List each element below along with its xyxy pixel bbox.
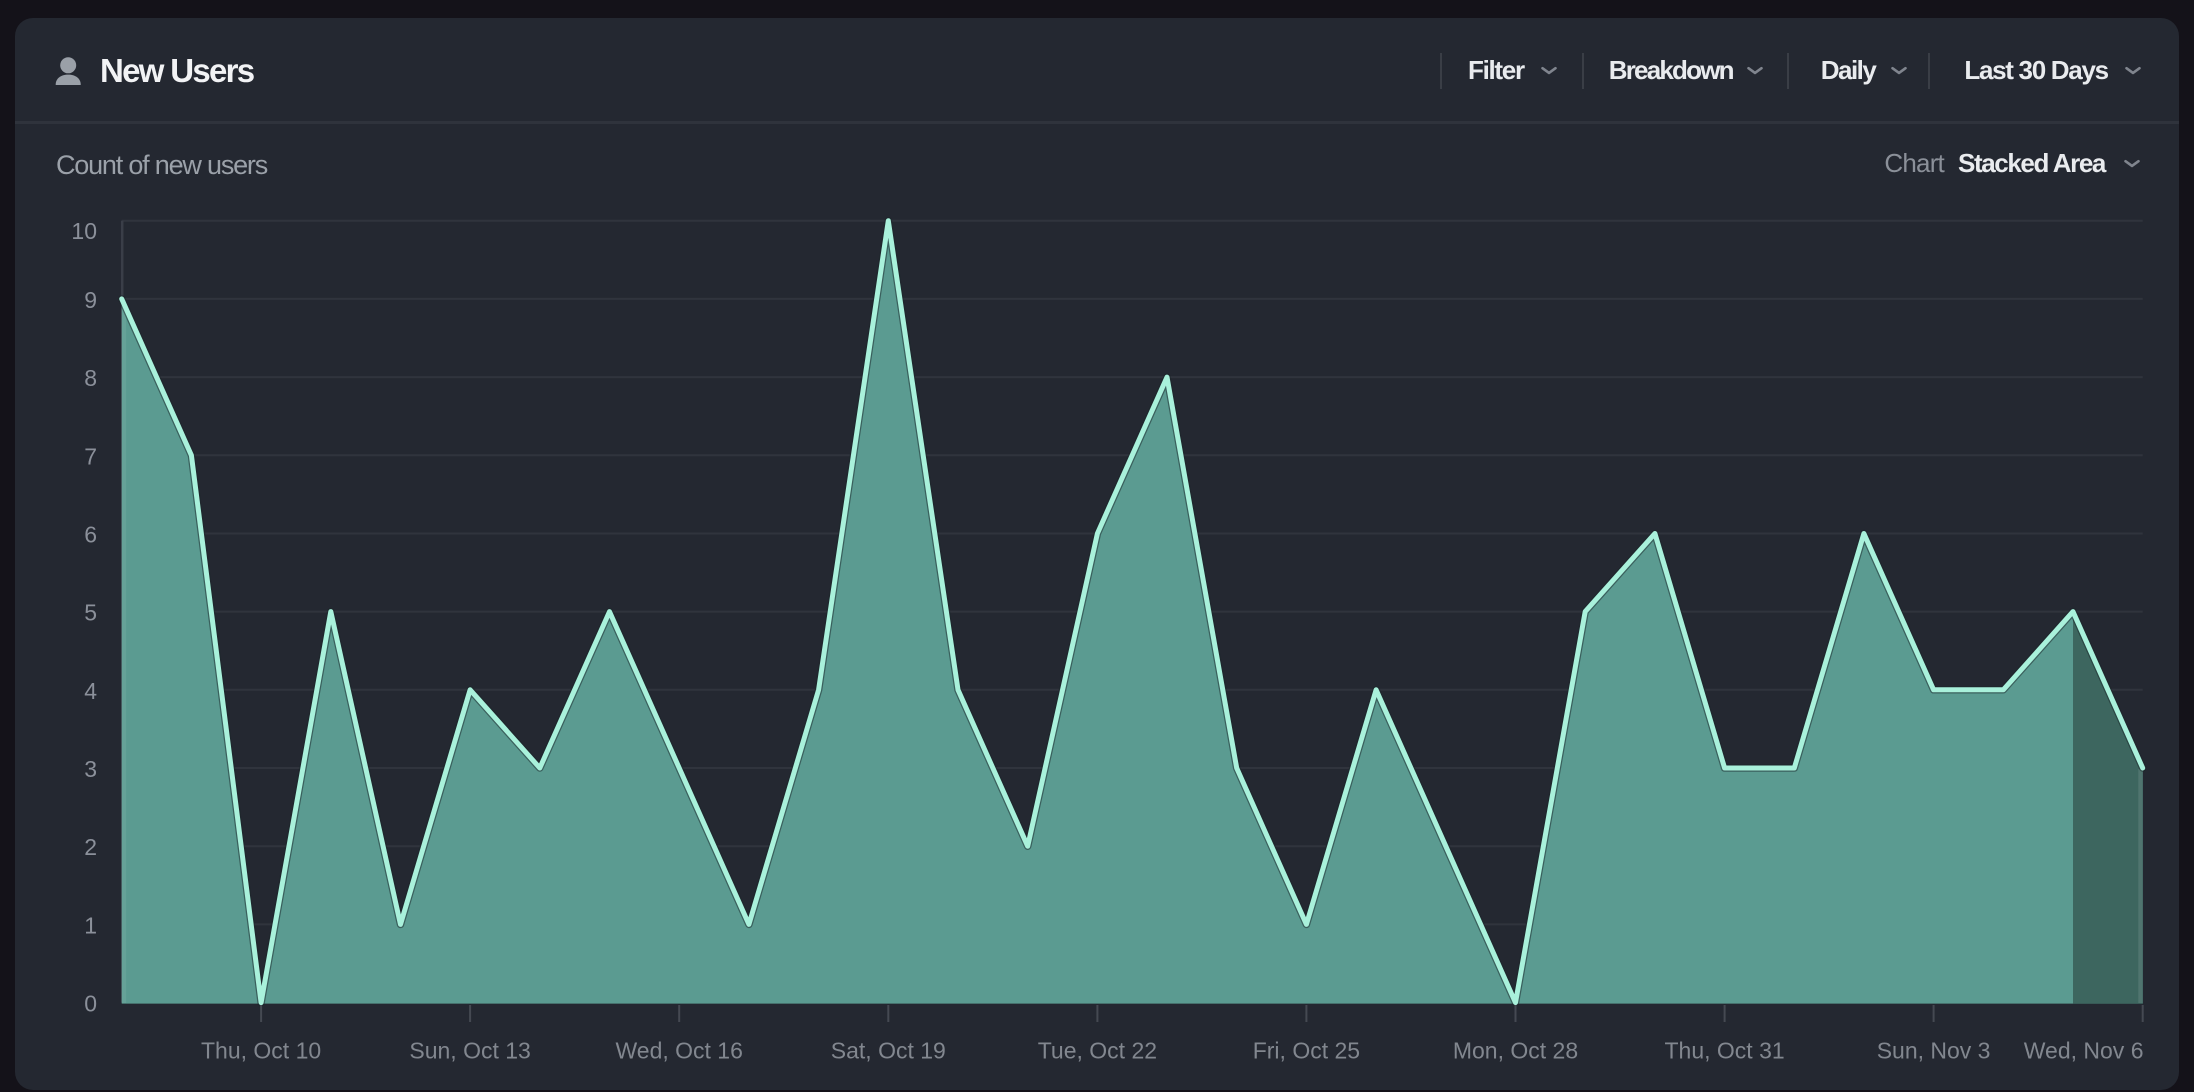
svg-text:Wed, Nov 6: Wed, Nov 6 (2024, 1038, 2144, 1064)
svg-text:Sun, Oct 13: Sun, Oct 13 (409, 1038, 530, 1064)
svg-text:1: 1 (84, 912, 97, 938)
svg-text:10: 10 (71, 218, 97, 244)
svg-text:5: 5 (84, 600, 97, 626)
svg-text:0: 0 (84, 991, 97, 1017)
svg-text:2: 2 (84, 834, 97, 860)
svg-text:Thu, Oct 31: Thu, Oct 31 (1665, 1038, 1785, 1064)
svg-text:9: 9 (84, 287, 97, 313)
svg-text:Fri, Oct 25: Fri, Oct 25 (1253, 1038, 1360, 1064)
svg-text:Thu, Oct 10: Thu, Oct 10 (201, 1038, 321, 1064)
svg-text:Wed, Oct 16: Wed, Oct 16 (615, 1038, 742, 1064)
svg-text:8: 8 (84, 365, 97, 391)
svg-text:Tue, Oct 22: Tue, Oct 22 (1038, 1038, 1157, 1064)
svg-text:Mon, Oct 28: Mon, Oct 28 (1453, 1038, 1578, 1064)
svg-text:7: 7 (84, 443, 97, 469)
svg-text:Sun, Nov 3: Sun, Nov 3 (1877, 1038, 1991, 1064)
svg-text:Sat, Oct 19: Sat, Oct 19 (831, 1038, 946, 1064)
svg-text:4: 4 (84, 678, 97, 704)
svg-text:3: 3 (84, 756, 97, 782)
svg-text:6: 6 (84, 522, 97, 548)
